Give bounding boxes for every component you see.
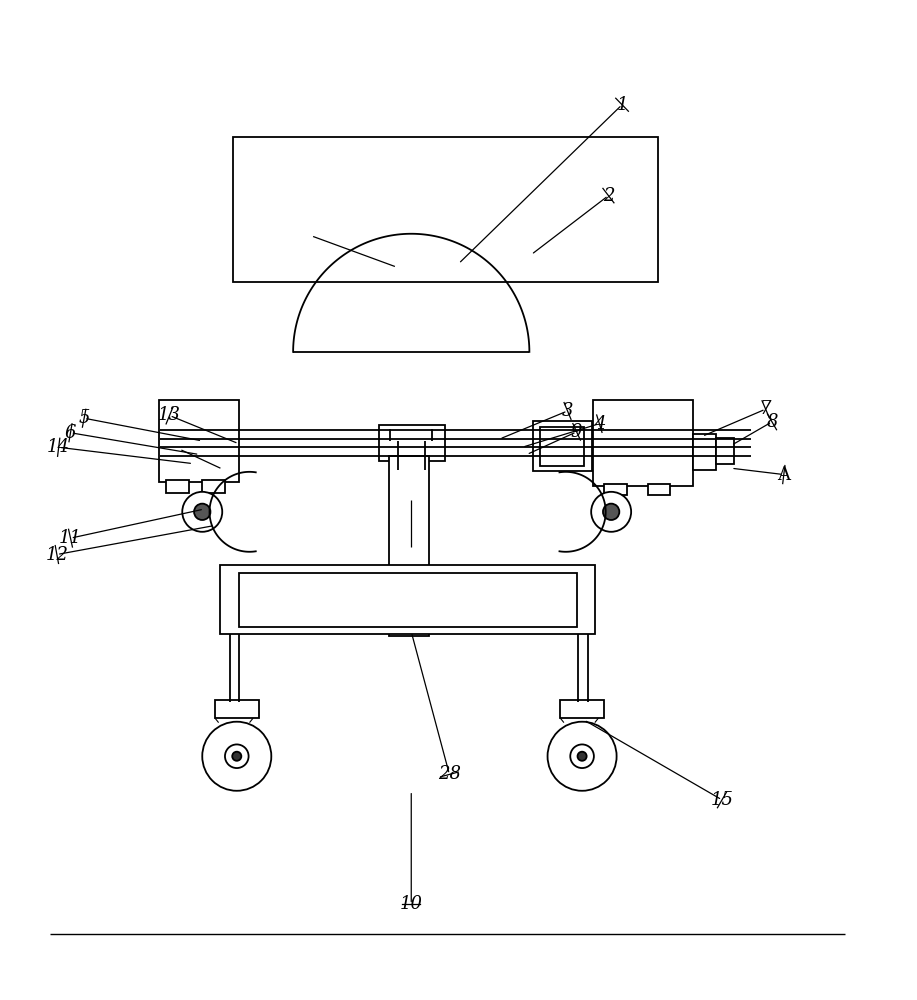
Bar bbox=[379, 425, 445, 461]
Text: 6: 6 bbox=[65, 424, 76, 442]
Text: 4: 4 bbox=[593, 415, 605, 433]
Bar bbox=[647, 484, 670, 495]
Circle shape bbox=[578, 752, 587, 761]
Text: 11: 11 bbox=[59, 529, 82, 547]
Bar bbox=[238, 573, 577, 627]
Text: 15: 15 bbox=[711, 791, 734, 809]
Bar bbox=[215, 700, 259, 718]
Bar bbox=[159, 400, 238, 482]
Circle shape bbox=[591, 492, 631, 532]
Circle shape bbox=[232, 752, 241, 761]
Text: 2: 2 bbox=[602, 187, 614, 205]
Bar bbox=[593, 400, 693, 486]
Text: 9: 9 bbox=[571, 423, 582, 441]
Circle shape bbox=[203, 722, 271, 791]
Bar bbox=[540, 427, 584, 466]
Bar bbox=[220, 565, 595, 634]
Bar bbox=[533, 421, 592, 471]
Bar bbox=[203, 480, 225, 493]
Bar bbox=[166, 480, 189, 493]
Circle shape bbox=[547, 722, 616, 791]
Circle shape bbox=[225, 744, 249, 768]
Bar bbox=[715, 438, 734, 464]
Bar bbox=[560, 700, 604, 718]
Text: 1: 1 bbox=[616, 96, 628, 114]
Circle shape bbox=[603, 504, 619, 520]
Text: 28: 28 bbox=[438, 765, 461, 783]
Text: 10: 10 bbox=[400, 895, 423, 913]
Text: 3: 3 bbox=[562, 402, 573, 420]
Text: 13: 13 bbox=[158, 406, 181, 424]
Text: 7: 7 bbox=[760, 400, 771, 418]
Text: 12: 12 bbox=[45, 546, 69, 564]
Text: 14: 14 bbox=[47, 438, 71, 456]
Bar bbox=[693, 434, 715, 470]
Circle shape bbox=[182, 492, 222, 532]
Circle shape bbox=[570, 744, 594, 768]
Bar bbox=[604, 484, 626, 495]
Bar bbox=[390, 456, 429, 636]
Bar bbox=[233, 137, 658, 282]
Text: 8: 8 bbox=[767, 413, 778, 431]
Circle shape bbox=[194, 504, 210, 520]
Text: A: A bbox=[778, 466, 790, 484]
Text: 5: 5 bbox=[78, 409, 90, 427]
